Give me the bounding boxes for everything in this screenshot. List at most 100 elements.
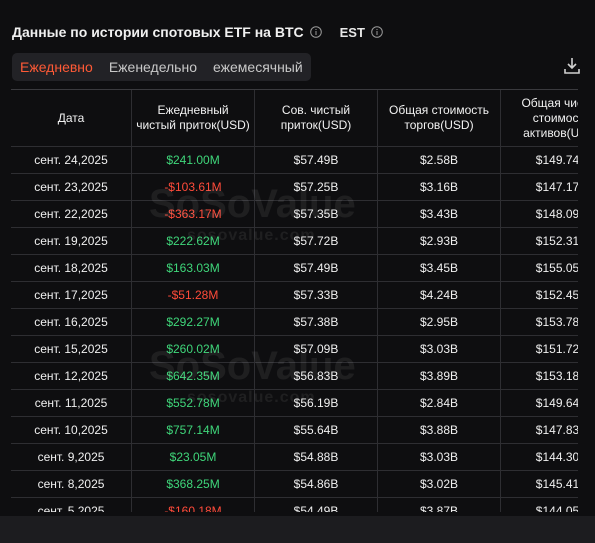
table-row[interactable]: сент. 10,2025 $757.14M $55.64B $3.88B $147.8…: [11, 416, 578, 444]
table-row[interactable]: сент. 16,2025 $292.27M $57.38B $2.95B $153.7…: [11, 308, 578, 336]
table-row[interactable]: сент. 9,2025$23.05M$54.88B$3.03B$144.30B: [11, 443, 578, 471]
row-date: сент. 11,2025: [11, 389, 132, 417]
row-daily-flow: $292.27M: [131, 308, 255, 336]
row-cumulative-flow: $57.72B: [254, 227, 378, 255]
timezone-label: EST: [339, 24, 365, 40]
row-trade-value: $3.45B: [377, 254, 501, 282]
column-header-cumulative-flow[interactable]: Сов. чистый приток(USD): [254, 90, 378, 147]
column-header-trade-value[interactable]: Общая стоимость торгов(USD): [377, 90, 501, 147]
row-net-assets: $145.41B: [500, 470, 578, 498]
download-icon[interactable]: [562, 56, 582, 76]
page-title: Данные по истории спотовых ETF на BTC: [12, 24, 304, 40]
row-cumulative-flow: $55.64B: [254, 416, 378, 444]
tab-monthly[interactable]: ежемесячный: [213, 59, 303, 75]
row-trade-value: $3.43B: [377, 200, 501, 228]
row-trade-value: $3.88B: [377, 416, 501, 444]
row-date: сент. 12,2025: [11, 362, 132, 390]
row-cumulative-flow: $54.86B: [254, 470, 378, 498]
etf-history-panel: Данные по истории спотовых ETF на BTC ES…: [11, 22, 582, 512]
table-row[interactable]: сент. 24,2025 $241.00M $57.49B $2.58B $149.7…: [11, 146, 578, 174]
row-date: сент. 17,2025: [11, 281, 132, 309]
panel-header: Данные по истории спотовых ETF на BTC ES…: [12, 22, 383, 42]
row-daily-flow: $222.62M: [131, 227, 255, 255]
row-trade-value: $3.02B: [377, 470, 501, 498]
column-header-net-assets[interactable]: Общая чистая стоимость активов(USD): [500, 90, 578, 147]
info-icon[interactable]: [309, 26, 322, 38]
row-daily-flow: $368.25M: [131, 470, 255, 498]
row-daily-flow: $757.14M: [131, 416, 255, 444]
row-cumulative-flow: $57.49B: [254, 146, 378, 174]
tab-daily[interactable]: Ежедневно: [20, 59, 93, 75]
row-trade-value: $3.03B: [377, 335, 501, 363]
row-date: сент. 22,2025: [11, 200, 132, 228]
row-daily-flow: $241.00M: [131, 146, 255, 174]
row-net-assets: $152.45B: [500, 281, 578, 309]
row-trade-value: $2.95B: [377, 308, 501, 336]
row-date: сент. 18,2025: [11, 254, 132, 282]
table-row[interactable]: сент. 18,2025 $163.03M $57.49B $3.45B $155.0…: [11, 254, 578, 282]
timezone-info-icon[interactable]: [371, 26, 383, 38]
row-net-assets: $149.64B: [500, 389, 578, 417]
column-header-date[interactable]: Дата: [11, 90, 132, 147]
row-net-assets: $148.09B: [500, 200, 578, 228]
row-daily-flow: $23.05M: [131, 443, 255, 471]
row-trade-value: $2.84B: [377, 389, 501, 417]
row-net-assets: $151.72B: [500, 335, 578, 363]
row-daily-flow: $642.35M: [131, 362, 255, 390]
row-cumulative-flow: $57.09B: [254, 335, 378, 363]
history-table: Дата Ежедневный чистый приток(USD) Сов. …: [11, 90, 578, 512]
table-row[interactable]: сент. 8,2025$368.25M$54.86B$3.02B$145.41…: [11, 470, 578, 498]
row-net-assets: $144.05B: [500, 497, 578, 512]
row-date: сент. 15,2025: [11, 335, 132, 363]
table-row[interactable]: сент. 22,2025 -$363.17M $57.35B $3.43B $148.…: [11, 200, 578, 228]
row-net-assets: $147.83B: [500, 416, 578, 444]
tab-weekly[interactable]: Еженедельно: [108, 59, 197, 75]
row-daily-flow: $552.78M: [131, 389, 255, 417]
table-row[interactable]: сент. 11,2025 $552.78M $56.19B $2.84B $149.6…: [11, 389, 578, 417]
row-cumulative-flow: $54.88B: [254, 443, 378, 471]
row-trade-value: $3.87B: [377, 497, 501, 512]
table-row[interactable]: сент. 15,2025 $260.02M $57.09B $3.03B $151.7…: [11, 335, 578, 363]
table-row[interactable]: сент. 19,2025 $222.62M $57.72B $2.93B $152.3…: [11, 227, 578, 255]
row-cumulative-flow: $57.33B: [254, 281, 378, 309]
row-date: сент. 10,2025: [11, 416, 132, 444]
row-cumulative-flow: $56.19B: [254, 389, 378, 417]
row-date: сент. 9,2025: [11, 443, 132, 471]
row-trade-value: $2.93B: [377, 227, 501, 255]
row-cumulative-flow: $57.35B: [254, 200, 378, 228]
row-date: сент. 5,2025: [11, 497, 132, 512]
row-cumulative-flow: $57.25B: [254, 173, 378, 201]
row-daily-flow: -$363.17M: [131, 200, 255, 228]
row-date: сент. 16,2025: [11, 308, 132, 336]
row-net-assets: $149.74B: [500, 146, 578, 174]
column-header-daily-flow[interactable]: Ежедневный чистый приток(USD): [131, 90, 255, 147]
table-row[interactable]: сент. 17,2025 -$51.28M $57.33B $4.24B $152.4…: [11, 281, 578, 309]
row-daily-flow: -$160.18M: [131, 497, 255, 512]
row-net-assets: $155.05B: [500, 254, 578, 282]
row-trade-value: $3.03B: [377, 443, 501, 471]
bottom-bar: [0, 516, 595, 543]
row-cumulative-flow: $56.83B: [254, 362, 378, 390]
row-date: сент. 23,2025: [11, 173, 132, 201]
row-daily-flow: $163.03M: [131, 254, 255, 282]
history-table-container[interactable]: Дата Ежедневный чистый приток(USD) Сов. …: [11, 89, 578, 512]
row-daily-flow: -$51.28M: [131, 281, 255, 309]
row-cumulative-flow: $54.49B: [254, 497, 378, 512]
row-trade-value: $3.16B: [377, 173, 501, 201]
table-body: сент. 24,2025 $241.00M $57.49B $2.58B $149.7…: [11, 146, 578, 512]
row-date: сент. 24,2025: [11, 146, 132, 174]
table-row[interactable]: сент. 5,2025 -$160.18M $54.49B $3.87B $144.0…: [11, 497, 578, 512]
period-tabs: Ежедневно Еженедельно ежемесячный: [12, 53, 311, 81]
row-net-assets: $147.17B: [500, 173, 578, 201]
table-row[interactable]: сент. 12,2025 $642.35M $56.83B $3.89B $153.1…: [11, 362, 578, 390]
row-date: сент. 8,2025: [11, 470, 132, 498]
row-trade-value: $4.24B: [377, 281, 501, 309]
row-net-assets: $153.18B: [500, 362, 578, 390]
table-row[interactable]: сент. 23,2025 -$103.61M $57.25B $3.16B $147.…: [11, 173, 578, 201]
row-net-assets: $144.30B: [500, 443, 578, 471]
row-net-assets: $153.78B: [500, 308, 578, 336]
row-trade-value: $3.89B: [377, 362, 501, 390]
row-net-assets: $152.31B: [500, 227, 578, 255]
table-header-row: Дата Ежедневный чистый приток(USD) Сов. …: [11, 90, 578, 147]
row-daily-flow: -$103.61M: [131, 173, 255, 201]
